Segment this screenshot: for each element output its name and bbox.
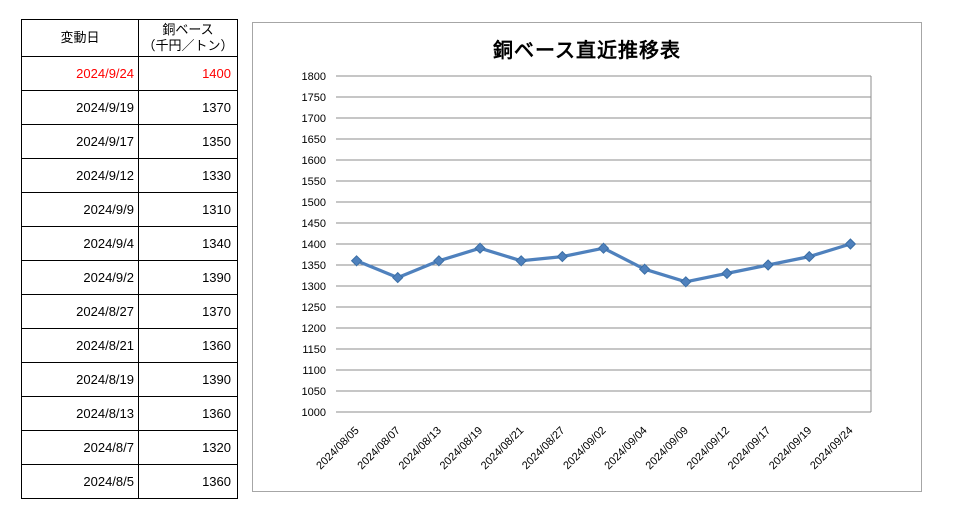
x-tick-label: 2024/09/17	[726, 425, 773, 472]
chart-title: 銅ベース直近推移表	[493, 40, 681, 62]
table-header-row: 変動日 銅ベース （千円／トン）	[21, 19, 238, 57]
table-row: 2024/8/5 1360	[21, 464, 238, 499]
data-point-marker	[556, 250, 569, 263]
value-cell[interactable]: 1360	[138, 328, 238, 363]
header-cell-value[interactable]: 銅ベース （千円／トン）	[138, 19, 238, 57]
data-point-marker	[638, 263, 651, 275]
table-row: 2024/8/7 1320	[21, 430, 238, 465]
value-cell[interactable]: 1350	[138, 124, 238, 159]
y-tick-label: 1700	[302, 113, 326, 125]
table-row: 2024/8/21 1360	[21, 328, 238, 363]
y-tick-label: 1000	[302, 407, 326, 419]
data-point-marker	[433, 255, 445, 267]
x-tick-label: 2024/09/04	[602, 425, 649, 472]
date-cell[interactable]: 2024/8/13	[21, 396, 139, 431]
y-tick-label: 1150	[302, 344, 326, 356]
x-tick-label: 2024/08/27	[520, 425, 567, 472]
table-row: 2024/9/17 1350	[21, 124, 238, 159]
y-tick-label: 1550	[302, 176, 326, 188]
date-cell[interactable]: 2024/8/7	[21, 430, 139, 465]
x-tick-label: 2024/08/21	[479, 425, 526, 472]
date-cell[interactable]: 2024/9/24	[21, 56, 139, 91]
data-point-marker	[474, 242, 486, 254]
date-cell[interactable]: 2024/9/12	[21, 158, 139, 193]
value-cell[interactable]: 1370	[138, 90, 238, 125]
table-row: 2024/9/9 1310	[21, 192, 238, 227]
date-cell[interactable]: 2024/8/27	[21, 294, 139, 329]
value-cell[interactable]: 1370	[138, 294, 238, 329]
x-tick-label: 2024/08/19	[438, 425, 485, 472]
chart-plot-area: 1000 1050 1100 1150 1200 1250 1300 1350 1400 1450…	[302, 71, 872, 472]
table-row: 2024/9/19 1370	[21, 90, 238, 125]
y-tick-label: 1250	[302, 302, 326, 314]
y-tick-label: 1650	[302, 134, 326, 146]
value-cell[interactable]: 1330	[138, 158, 238, 193]
data-point-marker	[350, 255, 363, 267]
date-cell[interactable]: 2024/8/19	[21, 362, 139, 397]
value-cell[interactable]: 1360	[138, 396, 238, 431]
value-cell[interactable]: 1400	[138, 56, 238, 91]
value-cell[interactable]: 1360	[138, 464, 238, 499]
line-chart[interactable]: 1000 1050 1100 1150 1200 1250 1300 1350 1400 1450…	[252, 22, 922, 492]
table-row: 2024/8/19 1390	[21, 362, 238, 397]
x-tick-label: 2024/09/09	[644, 425, 691, 472]
y-tick-label: 1500	[302, 197, 326, 209]
table-row: 2024/8/27 1370	[21, 294, 238, 329]
y-tick-label: 1600	[302, 155, 326, 167]
table-row: 2024/8/13 1360	[21, 396, 238, 431]
y-tick-label: 1300	[302, 281, 326, 293]
table-row: 2024/9/24 1400	[21, 56, 238, 91]
date-cell[interactable]: 2024/9/17	[21, 124, 139, 159]
x-tick-label: 2024/08/07	[355, 425, 402, 472]
data-point-marker	[844, 238, 857, 250]
value-cell[interactable]: 1390	[138, 362, 238, 397]
date-cell[interactable]: 2024/8/5	[21, 464, 139, 499]
x-tick-label: 2024/09/19	[767, 425, 814, 472]
table-row: 2024/9/4 1340	[21, 226, 238, 261]
y-tick-label: 1200	[302, 323, 326, 335]
value-cell[interactable]: 1390	[138, 260, 238, 295]
data-point-marker	[392, 271, 404, 284]
x-tick-label: 2024/09/24	[808, 425, 855, 472]
y-tick-label: 1400	[302, 239, 326, 251]
data-point-marker	[680, 276, 692, 288]
data-point-marker	[597, 242, 610, 254]
value-cell[interactable]: 1320	[138, 430, 238, 465]
data-point-marker	[721, 267, 733, 280]
x-tick-label: 2024/09/12	[685, 425, 732, 472]
table-row: 2024/9/2 1390	[21, 260, 238, 295]
date-cell[interactable]: 2024/9/19	[21, 90, 139, 125]
y-tick-label: 1050	[302, 386, 326, 398]
date-cell[interactable]: 2024/9/9	[21, 192, 139, 227]
data-point-marker	[515, 255, 527, 267]
x-tick-label: 2024/08/13	[397, 425, 444, 472]
date-cell[interactable]: 2024/8/21	[21, 328, 139, 363]
price-table: 変動日 銅ベース （千円／トン） 2024/9/24 1400 2024/9/1…	[21, 19, 238, 499]
table-row: 2024/9/12 1330	[21, 158, 238, 193]
header-value-line1: 銅ベース	[162, 21, 214, 37]
data-point-marker	[803, 250, 815, 263]
date-cell[interactable]: 2024/9/2	[21, 260, 139, 295]
y-tick-label: 1100	[302, 365, 326, 377]
header-cell-date[interactable]: 変動日	[21, 19, 139, 57]
x-tick-label: 2024/08/05	[314, 425, 361, 472]
y-tick-label: 1450	[302, 218, 326, 230]
x-tick-label: 2024/09/02	[561, 425, 608, 472]
y-tick-label: 1800	[302, 71, 326, 83]
y-tick-label: 1350	[302, 260, 326, 272]
date-cell[interactable]: 2024/9/4	[21, 226, 139, 261]
data-point-marker	[762, 259, 774, 271]
y-tick-label: 1750	[302, 92, 326, 104]
value-cell[interactable]: 1340	[138, 226, 238, 261]
value-cell[interactable]: 1310	[138, 192, 238, 227]
header-value-line2: （千円／トン）	[142, 38, 234, 53]
